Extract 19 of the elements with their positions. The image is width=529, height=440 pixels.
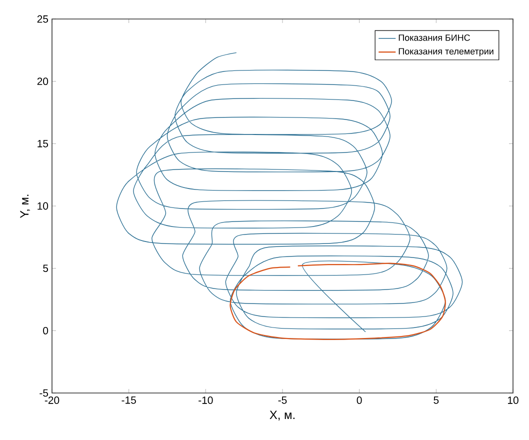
x-tick-label: 10	[508, 396, 518, 404]
x-axis-title: X, м.	[270, 410, 294, 421]
y-tick-label: 20	[37, 78, 48, 86]
x-tick-label: 5	[434, 396, 439, 404]
legend-label: Показания телеметрии	[398, 48, 494, 56]
y-tick-label: 25	[37, 15, 48, 23]
y-tick-label: 5	[43, 264, 48, 272]
y-tick-label: 15	[38, 140, 48, 148]
legend-label: Показания БИНС	[398, 34, 470, 41]
x-tick-label: -10	[198, 396, 213, 404]
y-tick-label: 0	[43, 326, 48, 334]
x-tick-label: 0	[356, 396, 362, 404]
x-tick-label: -5	[278, 396, 287, 404]
y-tick-label: 10	[38, 202, 48, 210]
y-axis-title: Y, м.	[20, 194, 30, 218]
x-tick-label: -15	[122, 396, 136, 404]
x-tick-label: -20	[44, 396, 60, 404]
line-series	[230, 262, 446, 340]
y-tick-label: -5	[40, 389, 48, 397]
